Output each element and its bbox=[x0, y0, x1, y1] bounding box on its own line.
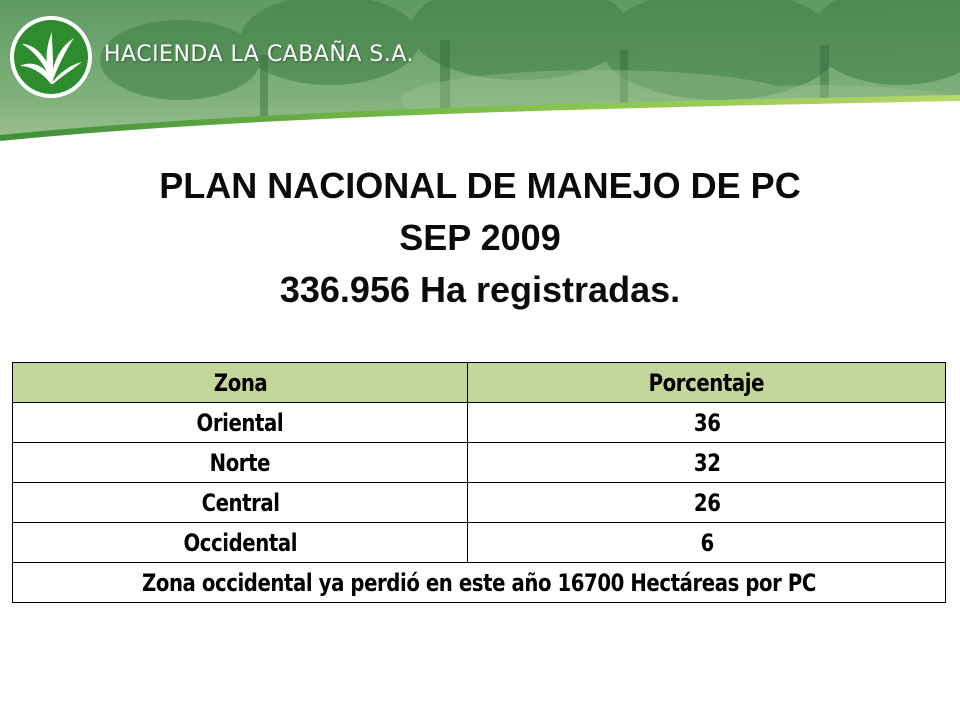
column-header-porcentaje: Porcentaje bbox=[467, 362, 946, 403]
porcentaje-cell: 26 bbox=[467, 482, 946, 523]
table-row: Oriental 36 bbox=[11, 402, 946, 443]
title-line-2: SEP 2009 bbox=[399, 217, 561, 258]
zona-cell: Norte bbox=[11, 442, 469, 483]
company-name: HACIENDA LA CABAÑA S.A. bbox=[104, 42, 414, 67]
zona-cell: Occidental bbox=[11, 522, 469, 563]
title-line-3: 336.956 Ha registradas. bbox=[279, 269, 681, 310]
porcentaje-cell: 36 bbox=[467, 402, 946, 443]
zona-percentage-table: Zona Porcentaje Oriental 36 Norte 32 Cen… bbox=[11, 362, 946, 603]
banner-background bbox=[0, 0, 960, 160]
column-header-zona: Zona bbox=[11, 362, 469, 403]
porcentaje-cell: 6 bbox=[467, 522, 946, 563]
title-line-1: PLAN NACIONAL DE MANEJO DE PC bbox=[159, 165, 801, 206]
table-header-row: Zona Porcentaje bbox=[11, 362, 946, 403]
table-row: Central 26 bbox=[11, 482, 946, 523]
table-row: Norte 32 bbox=[11, 442, 946, 483]
table-footer-note: Zona occidental ya perdió en este año 16… bbox=[12, 562, 946, 603]
zona-cell: Oriental bbox=[11, 402, 469, 443]
porcentaje-cell: 32 bbox=[467, 442, 946, 483]
table-row: Occidental 6 bbox=[11, 522, 946, 563]
header-banner: HACIENDA LA CABAÑA S.A. bbox=[0, 0, 960, 160]
zona-cell: Central bbox=[11, 482, 469, 523]
palm-leaf-logo-icon bbox=[10, 16, 92, 98]
table-footer-row: Zona occidental ya perdió en este año 16… bbox=[12, 562, 946, 603]
data-table: Zona Porcentaje Oriental 36 Norte 32 Cen… bbox=[11, 362, 946, 603]
slide-title: PLAN NACIONAL DE MANEJO DE PC SEP 2009 3… bbox=[0, 160, 960, 316]
